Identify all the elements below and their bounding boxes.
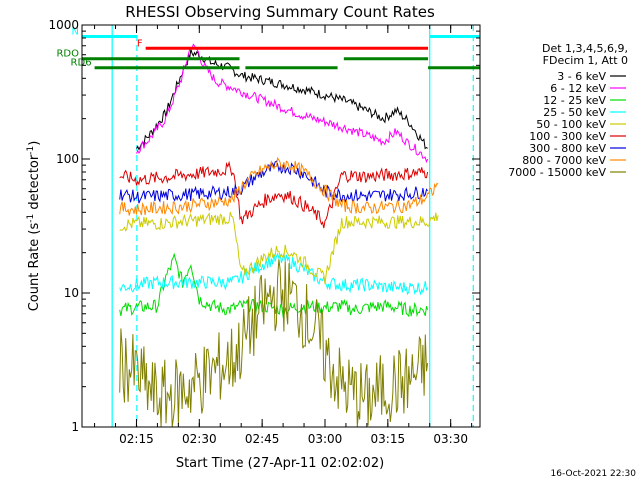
x-axis: 02:15 02:30 02:45 03:00 03:15 03:30	[94, 25, 473, 446]
chart-title: RHESSI Observing Summary Count Rates	[125, 3, 435, 21]
vertical-markers	[111, 25, 474, 427]
legend-entry-label: 50 - 100 keV	[536, 118, 606, 131]
legend-header-line: Det 1,3,4,5,6,9,	[542, 42, 628, 55]
y-tick-label: 1000	[48, 18, 79, 32]
y-axis-label: Count Rate (s-1 detector-1)	[26, 141, 42, 312]
y-axis-label-part: detector	[27, 154, 42, 214]
legend-header-line: FDecim 1, Att 0	[543, 54, 628, 67]
series-line	[119, 252, 429, 319]
x-axis-label: Start Time (27-Apr-11 02:02:02)	[176, 456, 384, 471]
legend: Det 1,3,4,5,6,9,FDecim 1, Att 0 3 - 6 keV…	[508, 42, 628, 179]
y-axis-label-sup: -1	[26, 214, 36, 223]
series-line	[119, 160, 429, 229]
flag-bar-label: N	[72, 27, 79, 38]
flag-bar-label: RD6	[71, 58, 92, 69]
series-line	[119, 160, 428, 204]
x-tick-label: 02:45	[245, 432, 280, 446]
x-tick-label: 03:30	[433, 432, 468, 446]
series-line	[119, 211, 439, 285]
legend-entry-label: 3 - 6 keV	[557, 70, 606, 83]
legend-entry-label: 12 - 25 keV	[543, 94, 606, 107]
legend-entry-label: 300 - 800 keV	[529, 142, 606, 155]
series-line	[136, 43, 429, 164]
flag-bar-label: RDO	[56, 49, 79, 60]
y-axis: 1 10 100 1000	[48, 18, 480, 434]
y-tick-label: 10	[64, 286, 79, 300]
legend-entry-label: 800 - 7000 keV	[522, 154, 606, 167]
series-line	[119, 259, 429, 427]
series-line	[119, 156, 439, 216]
x-tick-label: 02:30	[182, 432, 217, 446]
y-tick-label: 100	[56, 152, 79, 166]
y-axis-label-part: )	[27, 141, 42, 146]
x-tick-label: 03:15	[371, 432, 406, 446]
legend-entry-label: 25 - 50 keV	[543, 106, 606, 119]
flag-bar-label: F	[137, 38, 143, 49]
y-axis-label-sup: -1	[26, 146, 36, 155]
legend-entry-label: 7000 - 15000 keV	[508, 166, 606, 179]
y-tick-label: 1	[71, 420, 79, 434]
legend-entry-label: 100 - 300 keV	[529, 130, 606, 143]
series-line	[136, 49, 428, 151]
footer-date: 16-Oct-2021 22:30	[551, 469, 637, 479]
series-line	[119, 252, 429, 296]
y-axis-label-part: Count Rate (s	[27, 223, 42, 312]
x-tick-label: 02:15	[119, 432, 154, 446]
x-tick-label: 03:00	[308, 432, 343, 446]
plot-frame	[81, 24, 481, 428]
legend-entry-label: 6 - 12 keV	[550, 82, 606, 95]
series-group	[119, 43, 439, 427]
